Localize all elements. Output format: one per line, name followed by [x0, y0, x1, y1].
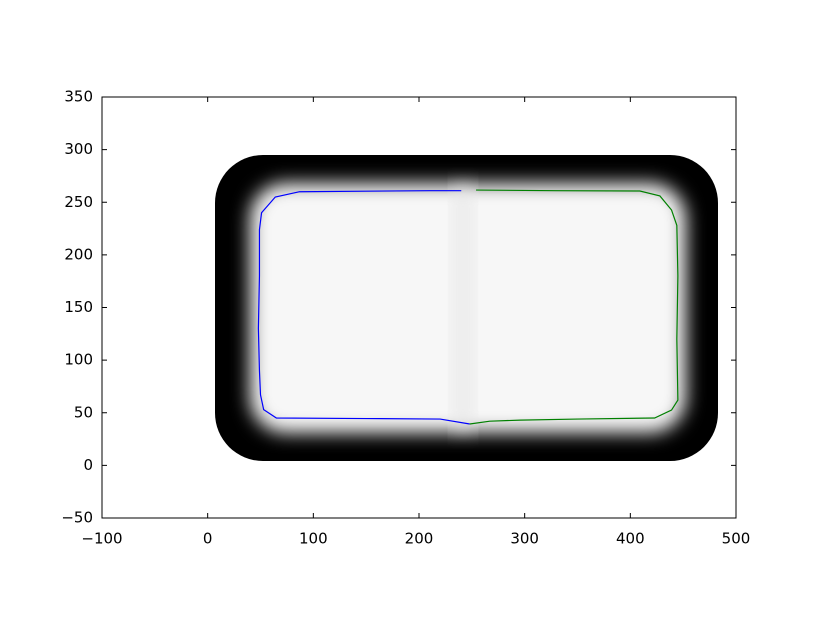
y-tick-label: 200 [64, 245, 93, 263]
y-tick-label: 150 [64, 298, 93, 316]
data-line [469, 189, 679, 425]
x-tick-label: 500 [722, 530, 751, 548]
y-tick-label: 50 [74, 403, 93, 421]
x-tick-label: 300 [510, 530, 539, 548]
heatmap-image [215, 155, 718, 461]
y-tick-label: 100 [64, 351, 93, 369]
data-line [257, 190, 470, 425]
x-tick-label: 400 [616, 530, 645, 548]
y-tick-label: 0 [83, 456, 93, 474]
x-tick-label: 200 [405, 530, 434, 548]
y-tick-label: 350 [64, 88, 93, 106]
y-tick-label: 300 [64, 140, 93, 158]
y-tick-label: 250 [64, 193, 93, 211]
x-tick-label: −100 [81, 530, 122, 548]
y-tick-label: −50 [61, 509, 93, 527]
x-tick-label: 0 [203, 530, 213, 548]
image-seam [452, 186, 474, 430]
x-tick-label: 100 [299, 530, 328, 548]
